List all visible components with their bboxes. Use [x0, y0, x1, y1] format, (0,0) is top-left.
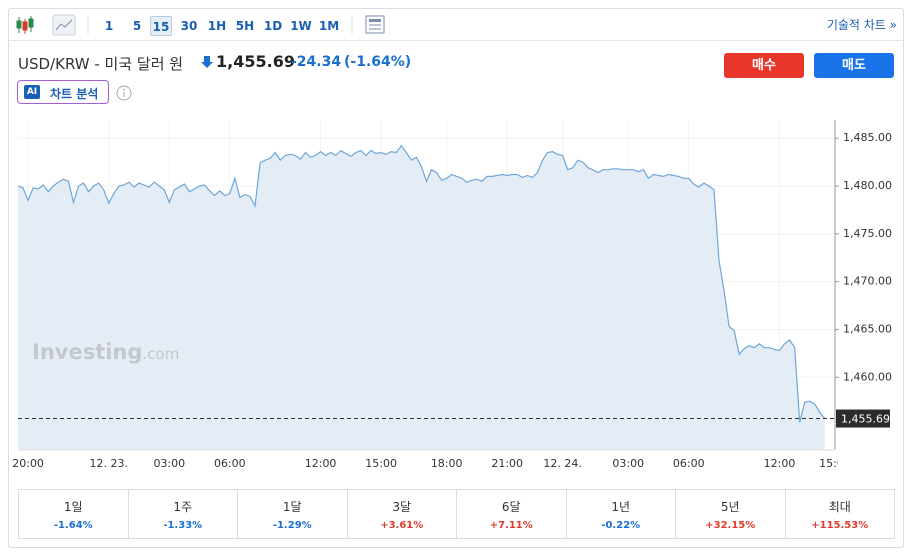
- watermark-brand: Investing: [32, 340, 143, 364]
- ai-analysis-button[interactable]: AI 차트 분석: [17, 80, 109, 104]
- area: [18, 145, 825, 451]
- performance-table: 1일 -1.64% 1주 -1.33% 1달 -1.29% 3달 +3.61% 6달 +7.11%…: [18, 489, 895, 539]
- period-change: -1.29%: [272, 520, 312, 531]
- divider: [8, 40, 904, 41]
- last-price-box: [836, 409, 890, 428]
- x-tick-label: 21:00: [491, 457, 523, 470]
- watermark-suffix: .com: [142, 345, 180, 363]
- interval-button[interactable]: 1D: [263, 19, 283, 33]
- interval-button[interactable]: 1: [104, 19, 114, 33]
- performance-cell[interactable]: 1일 -1.64%: [19, 490, 128, 538]
- performance-cell[interactable]: 6달 +7.11%: [456, 490, 566, 538]
- period-label: 1년: [611, 500, 631, 514]
- performance-cell[interactable]: 최대 +115.53%: [784, 490, 895, 538]
- x-tick-label: 12. 23.: [90, 457, 128, 470]
- y-tick-label: 1,475.00: [843, 227, 892, 240]
- period-change: +3.61%: [380, 520, 424, 531]
- x-tick-label: 06:00: [214, 457, 246, 470]
- interval-button[interactable]: 30: [180, 19, 198, 33]
- interval-button[interactable]: 5H: [235, 19, 255, 33]
- x-tick-label: 15:00: [365, 457, 397, 470]
- performance-cell[interactable]: 3달 +3.61%: [346, 490, 457, 538]
- performance-cell[interactable]: 1주 -1.33%: [127, 490, 238, 538]
- period-label: 최대: [828, 500, 851, 514]
- y-tick-label: 1,470.00: [843, 275, 892, 288]
- x-tick-label: 12:00: [305, 457, 337, 470]
- period-change: +32.15%: [705, 520, 756, 531]
- performance-cell[interactable]: 1달 -1.29%: [237, 490, 347, 538]
- instrument-name: USD/KRW - 미국 달러 원: [18, 55, 184, 73]
- watermark: Investing.com: [32, 340, 179, 364]
- area-icon[interactable]: [52, 14, 76, 36]
- chart: 1,460.00 1,465.00 1,470.00 1,475.00 1,480.00…: [12, 120, 892, 470]
- x-tick-label: 18:00: [431, 457, 463, 470]
- change: -24.34: [291, 54, 342, 70]
- period-change: -1.33%: [163, 520, 203, 531]
- x-tick-label: 06:00: [673, 457, 705, 470]
- period-label: 6달: [501, 500, 521, 514]
- table-icon[interactable]: [365, 15, 385, 34]
- toolbar-icons: [16, 14, 385, 36]
- info-icon[interactable]: [116, 85, 132, 101]
- y-tick-label: 1,465.00: [843, 322, 892, 335]
- period-change: -1.64%: [53, 520, 93, 531]
- candles-icon[interactable]: [16, 16, 34, 34]
- change-pct: (-1.64%): [344, 54, 412, 70]
- period-change: -0.22%: [601, 520, 641, 531]
- x-tick-label: 03:00: [153, 457, 185, 470]
- period-label: 1주: [173, 500, 193, 514]
- period-change: +7.11%: [489, 520, 533, 531]
- buy-button[interactable]: 매수: [724, 53, 804, 78]
- ai-badge: AI: [24, 85, 40, 99]
- period-change: +115.53%: [811, 520, 869, 531]
- y-tick-label: 1,460.00: [843, 370, 892, 383]
- y-tick-label: 1,480.00: [843, 179, 892, 192]
- ai-label: 차트 분석: [50, 87, 99, 101]
- x-tick-label: 03:00: [612, 457, 644, 470]
- period-label: 1일: [63, 500, 83, 514]
- interval-button[interactable]: 1H: [207, 19, 227, 33]
- period-label: 5년: [720, 500, 740, 514]
- period-label: 3달: [392, 500, 412, 514]
- price-line: [17, 144, 826, 423]
- interval-button[interactable]: 15: [150, 16, 172, 36]
- interval-button[interactable]: 1W: [290, 19, 312, 33]
- interval-button[interactable]: 1M: [318, 19, 340, 33]
- x-tick-label: 20:00: [12, 457, 44, 470]
- last-price-label: 1,455.69: [841, 413, 890, 426]
- x-tick-label: 12. 24.: [543, 457, 581, 470]
- widget-frame: [8, 8, 904, 548]
- sell-button[interactable]: 매도: [814, 53, 894, 78]
- x-tick-label: 15:00: [819, 457, 851, 470]
- down-arrow: [201, 56, 213, 68]
- interval-button[interactable]: 5: [132, 19, 142, 33]
- price: 1,455.69: [216, 52, 295, 71]
- x-tick-label: 12:00: [764, 457, 796, 470]
- performance-cell[interactable]: 5년 +32.15%: [675, 490, 785, 538]
- technical-chart-link[interactable]: 기술적 차트 »: [826, 18, 897, 32]
- performance-cell[interactable]: 1년 -0.22%: [565, 490, 676, 538]
- period-label: 1달: [282, 500, 302, 514]
- y-tick-label: 1,485.00: [843, 131, 892, 144]
